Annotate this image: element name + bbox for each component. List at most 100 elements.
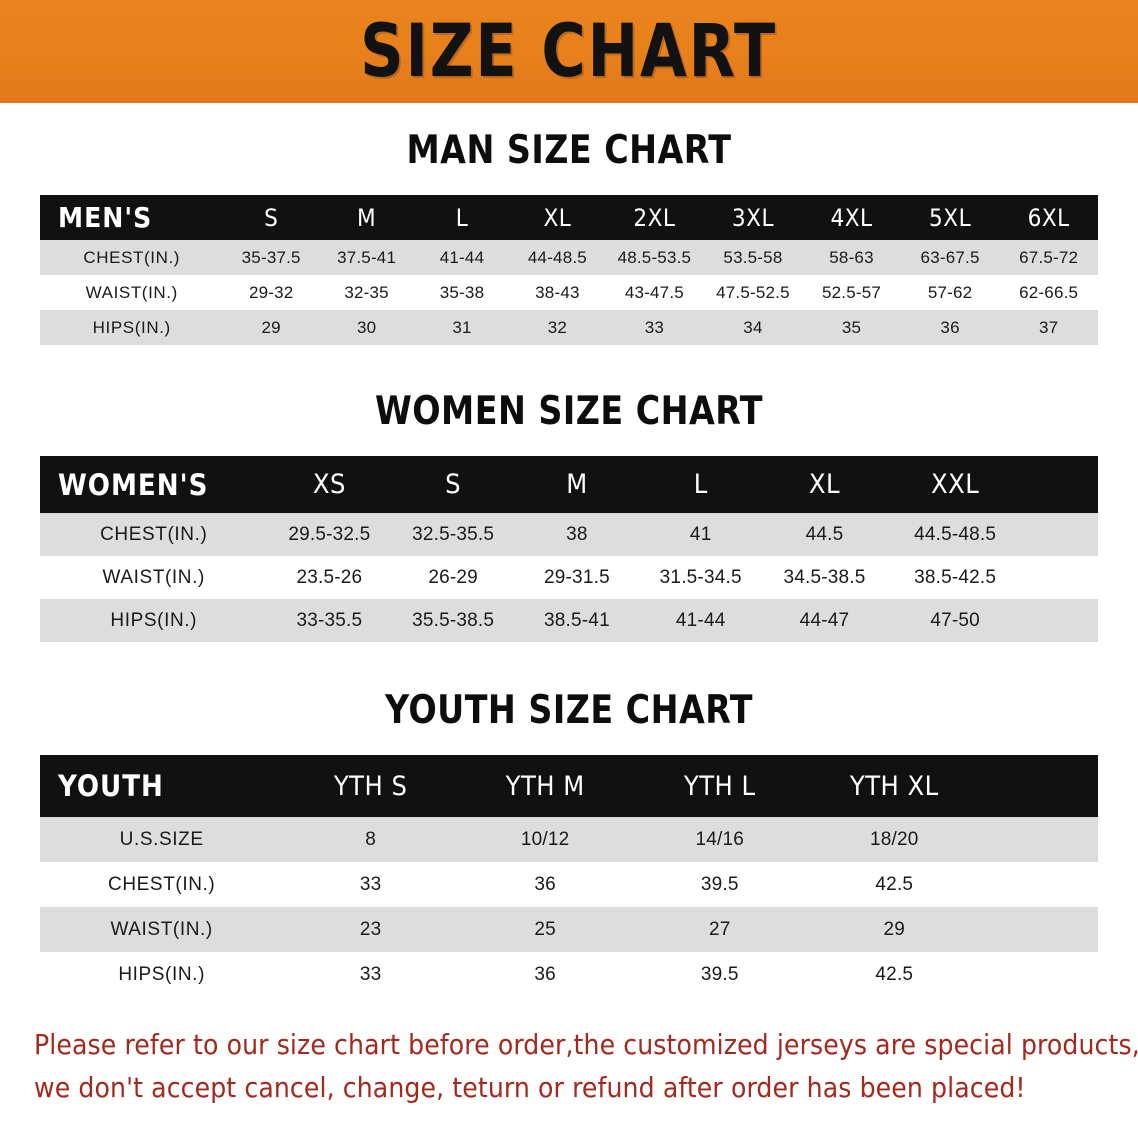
youth-hips-xl: 42.5 xyxy=(875,963,914,985)
women-chest-s: 32.5-35.5 xyxy=(412,523,495,545)
man-waist-xl: 38-43 xyxy=(535,282,580,302)
man-chest-3xl: 53.5-58 xyxy=(723,247,783,267)
women-chest-xs: 29.5-32.5 xyxy=(288,523,371,545)
man-row-label-hips: HIPS(IN.) xyxy=(92,317,171,337)
youth-ussize-m: 10/12 xyxy=(520,828,570,850)
man-chest-4xl: 58-63 xyxy=(829,247,874,267)
man-hips-m: 30 xyxy=(356,317,377,337)
women-hips-spacer xyxy=(1024,599,1098,642)
man-col-6xl: 6XL xyxy=(1027,203,1070,232)
man-waist-6xl: 62-66.5 xyxy=(1019,282,1079,302)
youth-chest-l: 39.5 xyxy=(700,873,739,895)
man-size-table: MEN'S S M L XL 2XL 3XL 4XL 5XL 6XL CHEST… xyxy=(40,195,1098,345)
women-size-table: WOMEN'S XS S M L XL XXL CHEST(IN.) 29.5-… xyxy=(40,456,1098,642)
women-col-xs: XS xyxy=(312,469,346,500)
man-col-s: S xyxy=(264,203,279,232)
women-chest-spacer xyxy=(1024,513,1098,556)
man-col-2xl: 2XL xyxy=(633,203,676,232)
youth-row-label-hips: HIPS(IN.) xyxy=(118,963,205,985)
youth-waist-s: 23 xyxy=(359,918,382,940)
women-col-l: L xyxy=(693,469,708,500)
table-row: HIPS(IN.) 29 30 31 32 33 34 35 36 37 xyxy=(40,310,1098,345)
man-waist-5xl: 57-62 xyxy=(927,282,973,302)
man-hips-s: 29 xyxy=(261,317,281,337)
youth-waist-l: 27 xyxy=(708,918,731,940)
women-size-table-wrapper: WOMEN'S XS S M L XL XXL CHEST(IN.) 29.5-… xyxy=(40,456,1098,642)
women-hips-xxl: 47-50 xyxy=(930,609,980,631)
women-col-s: S xyxy=(445,469,462,500)
man-row-label-waist: WAIST(IN.) xyxy=(85,282,178,302)
youth-hips-s: 33 xyxy=(359,963,382,985)
youth-hips-l: 39.5 xyxy=(700,963,739,985)
women-row-label-waist: WAIST(IN.) xyxy=(102,566,205,588)
women-corner-label: WOMEN'S xyxy=(58,467,209,502)
table-row: WAIST(IN.) 23.5-26 26-29 29-31.5 31.5-34… xyxy=(40,556,1098,599)
man-hips-5xl: 36 xyxy=(940,317,960,337)
man-col-5xl: 5XL xyxy=(929,203,972,232)
man-chest-6xl: 67.5-72 xyxy=(1019,247,1079,267)
youth-waist-xl: 29 xyxy=(883,918,906,940)
youth-col-yth-xl: YTH XL xyxy=(849,770,939,802)
man-col-3xl: 3XL xyxy=(731,203,774,232)
man-corner-label: MEN'S xyxy=(58,201,153,234)
youth-chest-s: 33 xyxy=(359,873,382,895)
table-row: CHEST(IN.) 35-37.5 37.5-41 41-44 44-48.5… xyxy=(40,240,1098,275)
man-chest-m: 37.5-41 xyxy=(337,247,397,267)
women-col-xl: XL xyxy=(808,469,841,500)
return-policy-line-1: Please refer to our size chart before or… xyxy=(34,1028,1138,1061)
women-chest-m: 38 xyxy=(566,523,588,545)
youth-table-header: YOUTH YTH S YTH M YTH L YTH XL xyxy=(40,755,1098,817)
table-row: WAIST(IN.) 23 25 27 29 xyxy=(40,907,1098,952)
women-waist-m: 29-31.5 xyxy=(544,566,610,588)
man-chest-l: 41-44 xyxy=(439,247,485,267)
youth-chest-xl: 42.5 xyxy=(875,873,914,895)
youth-row-label-waist: WAIST(IN.) xyxy=(110,918,213,940)
man-hips-3xl: 34 xyxy=(743,317,763,337)
women-waist-xl: 34.5-38.5 xyxy=(783,566,866,588)
women-hips-m: 38.5-41 xyxy=(544,609,610,631)
man-waist-s: 29-32 xyxy=(248,282,294,302)
man-hips-l: 31 xyxy=(452,317,472,337)
women-waist-l: 31.5-34.5 xyxy=(659,566,742,588)
youth-col-spacer xyxy=(982,755,1098,817)
youth-hips-spacer xyxy=(982,952,1098,997)
man-chest-5xl: 63-67.5 xyxy=(920,247,980,267)
women-hips-s: 35.5-38.5 xyxy=(412,609,495,631)
youth-size-table: YOUTH YTH S YTH M YTH L YTH XL U.S.SIZE … xyxy=(40,755,1098,997)
man-hips-4xl: 35 xyxy=(841,317,862,337)
man-chest-xl: 44-48.5 xyxy=(527,247,587,267)
youth-row-label-us-size: U.S.SIZE xyxy=(119,828,204,850)
women-hips-l: 41-44 xyxy=(675,609,726,631)
man-col-xl: XL xyxy=(543,203,572,232)
youth-row-label-chest: CHEST(IN.) xyxy=(108,873,216,895)
youth-waist-m: 25 xyxy=(534,918,556,940)
table-row: WAIST(IN.) 29-32 32-35 35-38 38-43 43-47… xyxy=(40,275,1098,310)
man-hips-2xl: 33 xyxy=(644,317,665,337)
man-table-body: CHEST(IN.) 35-37.5 37.5-41 41-44 44-48.5… xyxy=(40,240,1098,345)
man-waist-m: 32-35 xyxy=(344,282,389,302)
man-size-table-wrapper: MEN'S S M L XL 2XL 3XL 4XL 5XL 6XL CHEST… xyxy=(40,195,1098,345)
man-col-m: M xyxy=(357,203,377,232)
table-row: CHEST(IN.) 29.5-32.5 32.5-35.5 38 41 44.… xyxy=(40,513,1098,556)
women-row-label-chest: CHEST(IN.) xyxy=(100,523,208,545)
women-chest-xl: 44.5 xyxy=(805,523,844,545)
man-row-label-chest: CHEST(IN.) xyxy=(83,247,181,267)
youth-ussize-xl: 18/20 xyxy=(870,828,919,850)
table-row: U.S.SIZE 8 10/12 14/16 18/20 xyxy=(40,817,1098,862)
man-col-l: L xyxy=(455,203,469,232)
women-hips-xl: 44-47 xyxy=(799,609,850,631)
youth-ussize-l: 14/16 xyxy=(695,828,744,850)
man-col-4xl: 4XL xyxy=(830,203,873,232)
page-banner: SIZE CHART xyxy=(0,0,1138,103)
man-hips-xl: 32 xyxy=(547,317,568,337)
women-chest-l: 41 xyxy=(689,523,712,545)
youth-header-row: YOUTH YTH S YTH M YTH L YTH XL xyxy=(40,755,1098,817)
women-waist-xs: 23.5-26 xyxy=(296,566,363,588)
youth-col-yth-l: YTH L xyxy=(683,770,756,802)
youth-chest-spacer xyxy=(982,862,1098,907)
women-col-xxl: XXL xyxy=(930,469,980,500)
table-row: HIPS(IN.) 33-35.5 35.5-38.5 38.5-41 41-4… xyxy=(40,599,1098,642)
man-waist-2xl: 43-47.5 xyxy=(624,282,684,302)
man-table-header: MEN'S S M L XL 2XL 3XL 4XL 5XL 6XL xyxy=(40,195,1098,240)
man-waist-l: 35-38 xyxy=(439,282,485,302)
